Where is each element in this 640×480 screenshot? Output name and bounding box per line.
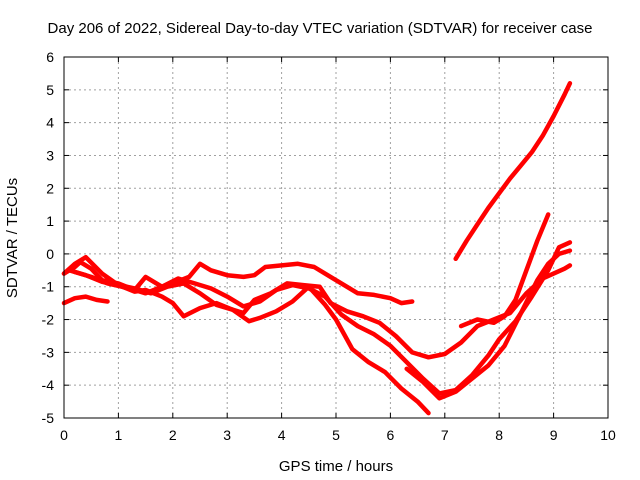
x-tick-label: 2 xyxy=(169,427,177,443)
series-line-track-e xyxy=(72,240,573,396)
x-tick-label: 6 xyxy=(387,427,395,443)
y-tick-label: 2 xyxy=(46,180,54,196)
y-tick-label: 0 xyxy=(46,246,54,262)
chart-title: Day 206 of 2022, Sidereal Day-to-day VTE… xyxy=(48,20,593,37)
x-tick-label: 3 xyxy=(223,427,231,443)
x-tick-label: 4 xyxy=(278,427,286,443)
y-tick-label: -5 xyxy=(42,410,55,426)
y-tick-label: 4 xyxy=(46,115,54,131)
y-tick-label: 3 xyxy=(46,147,54,163)
grid xyxy=(64,57,608,418)
y-tick-label: -2 xyxy=(42,312,55,328)
series-line-track-g xyxy=(458,212,551,329)
series-line-track-f xyxy=(404,248,573,401)
x-tick-label: 7 xyxy=(441,427,449,443)
series-line-track-h xyxy=(453,81,573,262)
x-axis-title: GPS time / hours xyxy=(279,458,393,475)
y-tick-label: 5 xyxy=(46,82,54,98)
x-tick-label: 8 xyxy=(495,427,503,443)
series-group xyxy=(61,81,573,416)
y-tick-label: 6 xyxy=(46,49,54,65)
y-tick-label: -3 xyxy=(42,344,55,360)
y-axis-title: SDTVAR / TECUs xyxy=(4,178,21,298)
y-tick-label: -4 xyxy=(42,377,55,393)
x-tick-label: 1 xyxy=(115,427,123,443)
x-tick-label: 5 xyxy=(332,427,340,443)
y-tick-label: -1 xyxy=(42,279,55,295)
y-tick-label: 1 xyxy=(46,213,54,229)
series-line-track-a xyxy=(61,294,110,306)
axes: 0 1 2 3 4 5 6 7 8 9 10 -5 -4 -3 -2 -1 0 1 2 3 4 5 6 xyxy=(42,49,616,443)
x-tick-label: 0 xyxy=(60,427,68,443)
x-tick-label: 10 xyxy=(600,427,616,443)
x-tick-label: 9 xyxy=(550,427,558,443)
